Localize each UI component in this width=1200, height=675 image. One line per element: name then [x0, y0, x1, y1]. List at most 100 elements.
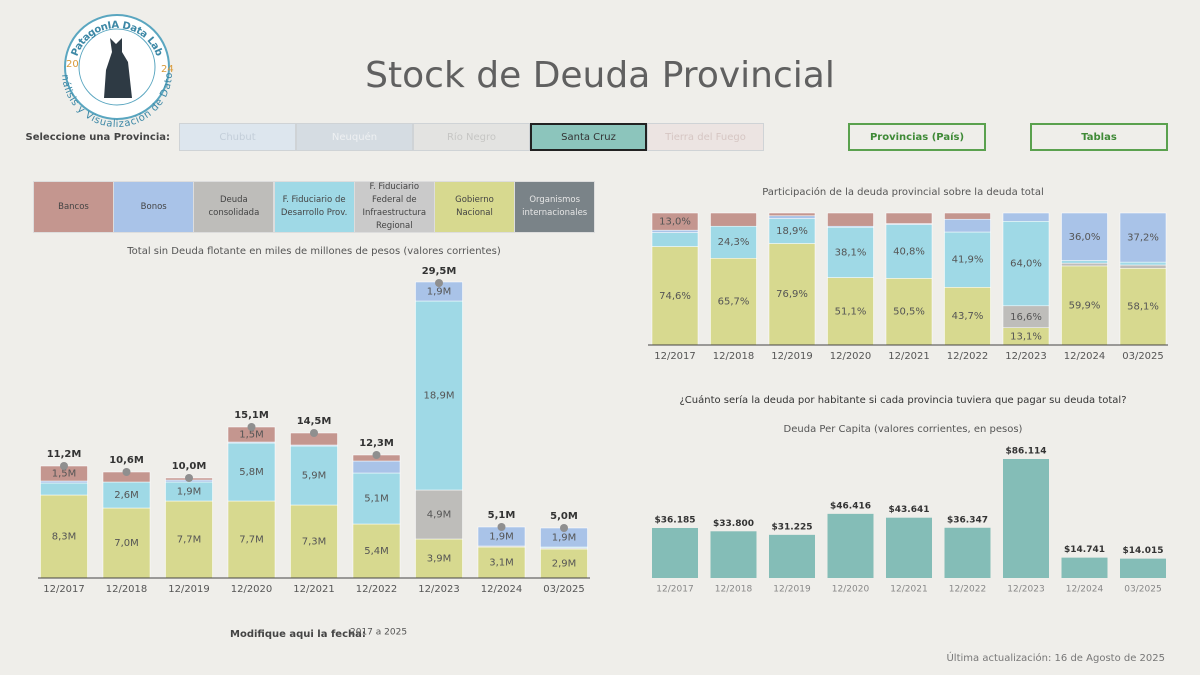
bar-segment [710, 258, 757, 346]
segment-label: 7,0M [114, 538, 139, 549]
nav-button[interactable]: Tablas [1030, 123, 1168, 151]
bar [886, 517, 932, 578]
segment-label: 1,9M [427, 287, 452, 298]
total-label: 14,5M [297, 416, 332, 427]
segment-label: 38,1% [835, 247, 867, 258]
x-tick-label: 12/2018 [715, 585, 753, 595]
value-label: $36.185 [655, 515, 696, 525]
total-label: 5,0M [550, 511, 578, 522]
bar [652, 527, 698, 578]
bar-segment [227, 500, 276, 579]
value-label: $46.416 [830, 501, 871, 511]
bar-segment [651, 246, 699, 346]
x-tick-label: 12/2023 [1007, 585, 1044, 595]
x-tick-label: 12/2017 [654, 351, 696, 362]
segment-label: 18,9M [424, 391, 455, 402]
bar-segment [290, 504, 338, 579]
total-label: 10,6M [109, 455, 144, 466]
value-label: $43.641 [889, 505, 930, 515]
x-tick-label: 12/2022 [947, 351, 989, 362]
bar [1003, 459, 1049, 578]
segment-label: 5,9M [302, 471, 327, 482]
bar-segment [40, 480, 88, 484]
bar [710, 531, 757, 578]
segment-label: 36,0% [1069, 232, 1101, 243]
value-label: $36.347 [947, 515, 988, 525]
province-option[interactable]: Chubut [179, 123, 296, 151]
chart-question: ¿Cuánto sería la deuda por habitante si … [679, 394, 1126, 406]
x-tick-label: 12/2023 [418, 584, 460, 595]
bar-segment [352, 460, 401, 474]
x-tick-label: 03/2025 [1122, 351, 1164, 362]
bar-segment [768, 243, 816, 346]
segment-label: 41,9% [952, 255, 984, 266]
segment-label: 1,5M [52, 469, 77, 480]
bar-segment [827, 212, 874, 227]
x-tick-label: 12/2024 [1064, 351, 1106, 362]
x-tick-label: 03/2025 [543, 584, 585, 595]
total-label: 12,3M [359, 438, 394, 449]
province-option[interactable]: Neuquén [296, 123, 413, 151]
bar-segment [165, 500, 213, 579]
segment-label: 2,9M [552, 559, 577, 570]
logo-year-right: 24 [161, 64, 174, 75]
segment-label: 5,4M [364, 546, 389, 557]
province-label: Seleccione una Provincia: [26, 132, 171, 143]
bar-segment [415, 300, 463, 491]
total-label: 5,1M [488, 510, 516, 521]
bar [827, 513, 874, 578]
segment-label: 13,1% [1010, 331, 1042, 342]
x-tick-label: 12/2017 [43, 584, 85, 595]
value-label: $31.225 [772, 522, 813, 532]
bar-segment [1061, 265, 1108, 346]
bar-segment [1119, 212, 1167, 263]
segment-label: 50,5% [893, 307, 925, 318]
province-option[interactable]: Río Negro [413, 123, 530, 151]
nav-button[interactable]: Provincias (País) [848, 123, 986, 151]
segment-label: 3,9M [427, 554, 452, 565]
x-tick-label: 12/2020 [830, 351, 872, 362]
x-tick-label: 12/2024 [1066, 585, 1104, 595]
logo-llama [104, 38, 132, 98]
province-option[interactable]: Santa Cruz [530, 123, 647, 151]
x-tick-label: 12/2020 [231, 584, 273, 595]
segment-label: 76,9% [776, 289, 808, 300]
bar-segment [227, 442, 276, 502]
total-marker [560, 524, 568, 532]
segment-label: 8,3M [52, 532, 77, 543]
x-tick-label: 12/2023 [1005, 351, 1047, 362]
value-label: $86.114 [1006, 447, 1047, 457]
legend-item: Deuda consolidada [193, 181, 275, 233]
bar-segment [651, 229, 699, 233]
bar [944, 527, 991, 578]
segment-label: 7,7M [177, 535, 202, 546]
chart-title: Deuda Per Capita (valores corrientes, en… [784, 424, 1023, 435]
date-filter-value: 2017 a 2025 [350, 628, 407, 638]
segment-label: 64,0% [1010, 259, 1042, 270]
total-marker [60, 462, 68, 470]
x-tick-label: 12/2021 [890, 585, 927, 595]
total-marker [122, 468, 131, 476]
bar-segment [40, 494, 88, 579]
bar-segment [710, 225, 757, 259]
total-marker [372, 451, 381, 459]
total-label: 10,0M [172, 461, 207, 472]
x-tick-label: 12/2019 [771, 351, 813, 362]
bar-segment [1061, 212, 1108, 261]
bar-segment [415, 489, 463, 540]
total-label: 15,1M [234, 410, 269, 421]
x-tick-label: 12/2022 [949, 585, 986, 595]
bar-segment [710, 212, 757, 227]
segment-label: 16,6% [1010, 312, 1042, 323]
province-option[interactable]: Tierra del Fuego [647, 123, 764, 151]
value-label: $33.800 [713, 519, 754, 529]
bar-segment [1119, 261, 1167, 266]
segment-label: 74,6% [659, 291, 691, 302]
legend-item: F. Fiduciario Federal de Infraestructura… [353, 181, 435, 233]
bar-segment [1061, 262, 1108, 267]
bar-segment [768, 212, 816, 217]
logo-inner-ring [78, 28, 156, 106]
page-title: Stock de Deuda Provincial [365, 55, 835, 96]
